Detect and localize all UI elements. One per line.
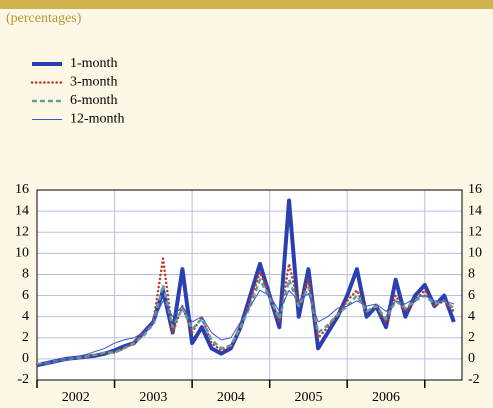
y-tick-label-right: 4 bbox=[468, 309, 475, 324]
y-tick-label: 6 bbox=[22, 288, 29, 303]
x-tick-label: 2005 bbox=[294, 390, 322, 405]
y-tick-label: 8 bbox=[22, 267, 29, 282]
y-tick-label-right: 6 bbox=[468, 288, 475, 303]
legend-label: 1-month bbox=[70, 56, 117, 71]
y-tick-label-right: 16 bbox=[468, 182, 482, 197]
y-tick-label: -2 bbox=[17, 372, 29, 387]
y-tick-label: 10 bbox=[15, 246, 29, 261]
y-tick-label-right: 2 bbox=[468, 330, 475, 345]
y-tick-label-right: 8 bbox=[468, 267, 475, 282]
y-tick-label-right: 14 bbox=[468, 203, 482, 218]
chart-subtitle: (percentages) bbox=[6, 11, 82, 26]
y-tick-label: 2 bbox=[22, 330, 29, 345]
x-tick-label: 2006 bbox=[372, 390, 400, 405]
series-line bbox=[36, 278, 455, 366]
x-tick-label: 2004 bbox=[217, 390, 245, 405]
legend-label: 6-month bbox=[70, 93, 117, 108]
y-tick-label: 12 bbox=[15, 224, 29, 239]
y-tick-label: 16 bbox=[15, 182, 29, 197]
x-tick-label: 2003 bbox=[139, 390, 167, 405]
y-tick-label: 4 bbox=[22, 309, 29, 324]
y-tick-label-right: 10 bbox=[468, 246, 482, 261]
top-band bbox=[0, 0, 493, 9]
y-tick-label: 14 bbox=[15, 203, 29, 218]
y-tick-label-right: -2 bbox=[468, 372, 480, 387]
y-tick-label: 0 bbox=[22, 351, 29, 366]
legend-label: 12-month bbox=[70, 112, 124, 127]
plot-border bbox=[36, 189, 463, 381]
series-line bbox=[36, 289, 455, 366]
plot-area bbox=[37, 190, 462, 380]
y-tick-label-right: 0 bbox=[468, 351, 475, 366]
x-tick-label: 2002 bbox=[62, 390, 90, 405]
legend-label: 3-month bbox=[70, 75, 117, 90]
y-tick-label-right: 12 bbox=[468, 224, 482, 239]
series-line bbox=[35, 257, 456, 366]
